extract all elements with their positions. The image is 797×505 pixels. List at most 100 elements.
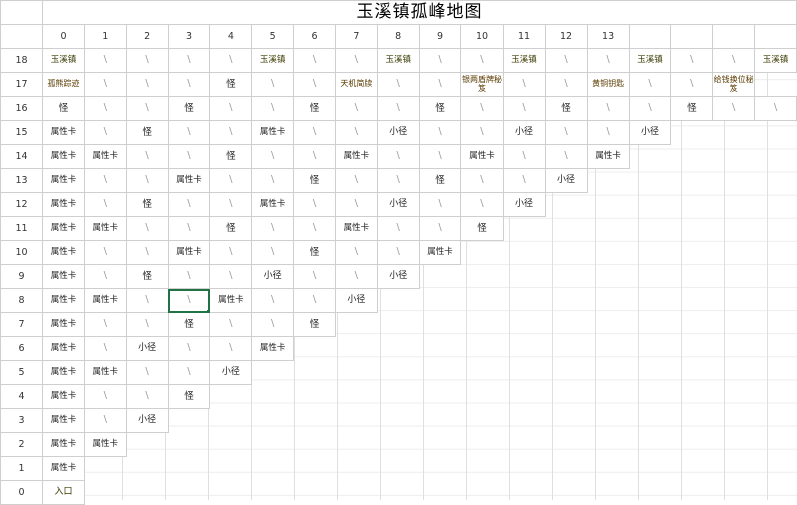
cell-blank-r10-c1[interactable]: \ [83, 240, 127, 265]
cell-card-r14-c0[interactable]: 属性卡 [42, 144, 85, 169]
cell-blank-r18-c10[interactable]: \ [460, 48, 504, 73]
cell-blank-r10-c7[interactable]: \ [334, 240, 378, 265]
cell-blank-r11-c6[interactable]: \ [293, 216, 336, 241]
row-header-14[interactable]: 14 [0, 144, 44, 169]
cell-blank-r13-c8[interactable]: \ [376, 168, 420, 193]
column-header-10[interactable]: 10 [460, 24, 504, 49]
cell-blank-r8-c5[interactable]: \ [251, 288, 295, 313]
cell-blank-r16-c11[interactable]: \ [502, 96, 546, 121]
cell-mob-r9-c2[interactable]: 怪 [125, 264, 169, 289]
row-header-12[interactable]: 12 [0, 192, 44, 217]
cell-blank-r17-c2[interactable]: \ [125, 72, 169, 97]
cell-blank-r17-c9[interactable]: \ [418, 72, 462, 97]
column-header-4[interactable]: 4 [209, 24, 253, 49]
cell-blank-r14-c6[interactable]: \ [293, 144, 336, 169]
column-header-0[interactable]: 0 [42, 24, 85, 49]
row-header-6[interactable]: 6 [0, 336, 44, 361]
cell-path-r15-c8[interactable]: 小径 [376, 120, 420, 145]
column-header-15[interactable] [670, 24, 714, 49]
cell-card-r11-c1[interactable]: 属性卡 [83, 216, 127, 241]
cell-blank-r15-c12[interactable]: \ [544, 120, 588, 145]
cell-card-r8-c0[interactable]: 属性卡 [42, 288, 85, 313]
cell-blank-r16-c8[interactable]: \ [376, 96, 420, 121]
row-header-11[interactable]: 11 [0, 216, 44, 241]
cell-blank-r14-c2[interactable]: \ [125, 144, 169, 169]
cell-blank-r18-c2[interactable]: \ [125, 48, 169, 73]
cell-card-r3-c0[interactable]: 属性卡 [42, 408, 85, 433]
cell-blank-r10-c4[interactable]: \ [209, 240, 253, 265]
cell-card-r6-c5[interactable]: 属性卡 [251, 336, 295, 361]
row-header-2[interactable]: 2 [0, 432, 44, 457]
cell-blank-r13-c7[interactable]: \ [334, 168, 378, 193]
cell-blank-r12-c9[interactable]: \ [418, 192, 462, 217]
cell-mob-r11-c10[interactable]: 怪 [460, 216, 504, 241]
cell-blank-r16-c10[interactable]: \ [460, 96, 504, 121]
cell-blank-r17-c11[interactable]: \ [502, 72, 546, 97]
cell-blank-r18-c15[interactable]: \ [670, 48, 714, 73]
cell-blank-r14-c8[interactable]: \ [376, 144, 420, 169]
cell-blank-r15-c4[interactable]: \ [209, 120, 253, 145]
cell-card-r11-c0[interactable]: 属性卡 [42, 216, 85, 241]
cell-blank-r10-c8[interactable]: \ [376, 240, 420, 265]
column-header-7[interactable]: 7 [334, 24, 378, 49]
cell-blank-r16-c14[interactable]: \ [628, 96, 672, 121]
cell-blank-r12-c6[interactable]: \ [293, 192, 336, 217]
cell-blank-r18-c7[interactable]: \ [334, 48, 378, 73]
cell-blank-r16-c4[interactable]: \ [209, 96, 253, 121]
cell-path-r12-c8[interactable]: 小径 [376, 192, 420, 217]
cell-card-r12-c0[interactable]: 属性卡 [42, 192, 85, 217]
cell-blank-r9-c1[interactable]: \ [83, 264, 127, 289]
cell-blank-r14-c11[interactable]: \ [502, 144, 546, 169]
cell-blank-r17-c14[interactable]: \ [628, 72, 672, 97]
cell-mob-r11-c4[interactable]: 怪 [209, 216, 253, 241]
cell-blank-r18-c6[interactable]: \ [293, 48, 336, 73]
cell-blank-r8-c6[interactable]: \ [293, 288, 336, 313]
cell-blank-r4-c2[interactable]: \ [125, 384, 169, 409]
cell-path-r9-c8[interactable]: 小径 [376, 264, 420, 289]
cell-card-r4-c0[interactable]: 属性卡 [42, 384, 85, 409]
cell-town-r18-c5[interactable]: 玉溪镇 [251, 48, 295, 73]
cell-blank-r16-c2[interactable]: \ [125, 96, 169, 121]
cell-mob-r13-c6[interactable]: 怪 [293, 168, 336, 193]
cell-town-r18-c14[interactable]: 玉溪镇 [628, 48, 672, 73]
row-header-13[interactable]: 13 [0, 168, 44, 193]
cell-card-r5-c1[interactable]: 属性卡 [83, 360, 127, 385]
cell-blank-r8-c2[interactable]: \ [125, 288, 169, 313]
cell-blank-r16-c17[interactable]: \ [754, 96, 797, 121]
row-header-18[interactable]: 18 [0, 48, 44, 73]
cell-card-r1-c0[interactable]: 属性卡 [42, 456, 85, 481]
cell-blank-r12-c1[interactable]: \ [83, 192, 127, 217]
cell-card-r9-c0[interactable]: 属性卡 [42, 264, 85, 289]
cell-blank-r17-c3[interactable]: \ [167, 72, 211, 97]
cell-path-r15-c14[interactable]: 小径 [628, 120, 672, 145]
cell-blank-r6-c4[interactable]: \ [209, 336, 253, 361]
cell-blank-r18-c9[interactable]: \ [418, 48, 462, 73]
cell-item-r17-c16[interactable]: 给钱换位秘笈 [712, 72, 756, 97]
cell-mob-r7-c3[interactable]: 怪 [167, 312, 211, 337]
cell-card-r8-c4[interactable]: 属性卡 [209, 288, 253, 313]
row-header-0[interactable]: 0 [0, 480, 44, 505]
cell-blank-r17-c6[interactable]: \ [293, 72, 336, 97]
cell-blank-r18-c12[interactable]: \ [544, 48, 588, 73]
cell-card-r14-c10[interactable]: 属性卡 [460, 144, 504, 169]
cell-mob-r13-c9[interactable]: 怪 [418, 168, 462, 193]
cell-blank-r16-c7[interactable]: \ [334, 96, 378, 121]
cell-blank-r12-c7[interactable]: \ [334, 192, 378, 217]
cell-card-r7-c0[interactable]: 属性卡 [42, 312, 85, 337]
cell-mob-r17-c4[interactable]: 怪 [209, 72, 253, 97]
cell-blank-r7-c4[interactable]: \ [209, 312, 253, 337]
column-header-13[interactable]: 13 [586, 24, 630, 49]
cell-mob-r15-c2[interactable]: 怪 [125, 120, 169, 145]
cell-blank-r14-c9[interactable]: \ [418, 144, 462, 169]
cell-blank-r14-c3[interactable]: \ [167, 144, 211, 169]
cell-blank-r14-c5[interactable]: \ [251, 144, 295, 169]
cell-card-r14-c13[interactable]: 属性卡 [586, 144, 630, 169]
row-header-8[interactable]: 8 [0, 288, 44, 313]
cell-blank-r13-c2[interactable]: \ [125, 168, 169, 193]
cell-mob-r16-c0[interactable]: 怪 [42, 96, 85, 121]
cell-card-r10-c0[interactable]: 属性卡 [42, 240, 85, 265]
selected-cell[interactable]: \ [167, 288, 211, 313]
cell-blank-r6-c1[interactable]: \ [83, 336, 127, 361]
cell-blank-r16-c5[interactable]: \ [251, 96, 295, 121]
cell-mob-r10-c6[interactable]: 怪 [293, 240, 336, 265]
